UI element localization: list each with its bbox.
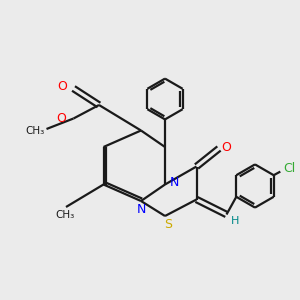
Text: N: N <box>137 203 146 216</box>
Text: CH₃: CH₃ <box>26 125 45 136</box>
Text: S: S <box>164 218 172 231</box>
Text: H: H <box>230 216 239 226</box>
Text: Cl: Cl <box>283 162 296 175</box>
Text: O: O <box>56 112 66 125</box>
Text: N: N <box>169 176 179 190</box>
Text: O: O <box>222 141 231 154</box>
Text: CH₃: CH₃ <box>55 209 74 220</box>
Text: O: O <box>57 80 67 94</box>
